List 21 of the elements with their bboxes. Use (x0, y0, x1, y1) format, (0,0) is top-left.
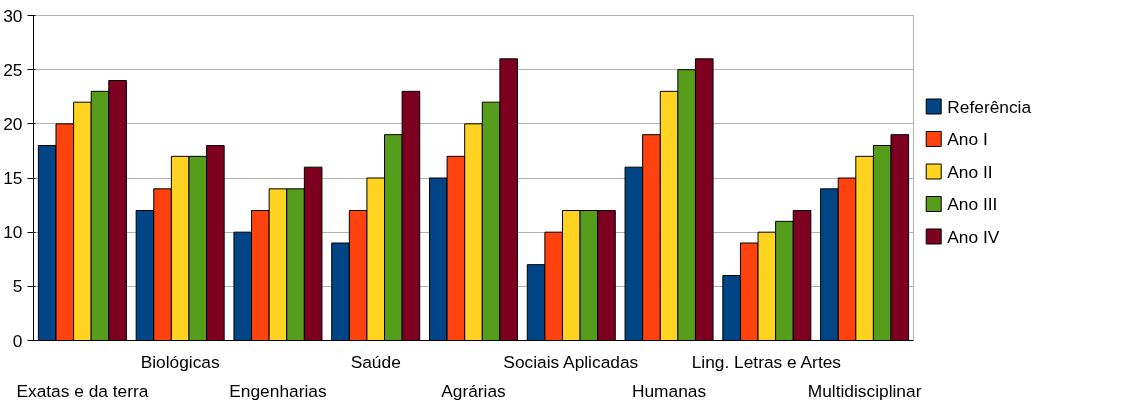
y-tick-label: 10 (3, 222, 23, 243)
y-tick-label: 0 (12, 330, 23, 351)
y-tick-label: 5 (12, 276, 23, 297)
legend-label: Ano II (947, 161, 993, 182)
x-tick-label: Engenharias (229, 380, 327, 401)
x-tick-label: Exatas e da terra (16, 380, 149, 401)
y-tick-label: 20 (3, 113, 23, 134)
x-tick-label: Agrárias (441, 380, 507, 401)
x-tick-label: Humanas (631, 380, 707, 401)
x-tick-label: Biológicas (140, 351, 220, 372)
legend-label: Ano III (947, 194, 998, 214)
legend-label: Referência (947, 96, 1032, 117)
x-tick-label: Ling. Letras e Artes (691, 351, 842, 372)
y-tick-label: 30 (3, 5, 23, 26)
x-tick-label: Saúde (350, 351, 401, 372)
y-tick-label: 25 (3, 59, 23, 80)
legend-label: Ano I (947, 129, 988, 149)
x-tick-label: Sociais Aplicadas (503, 351, 639, 372)
x-tick-label: Multidisciplinar (807, 380, 922, 401)
legend-label: Ano IV (947, 226, 1000, 247)
y-tick-label: 15 (3, 168, 23, 188)
